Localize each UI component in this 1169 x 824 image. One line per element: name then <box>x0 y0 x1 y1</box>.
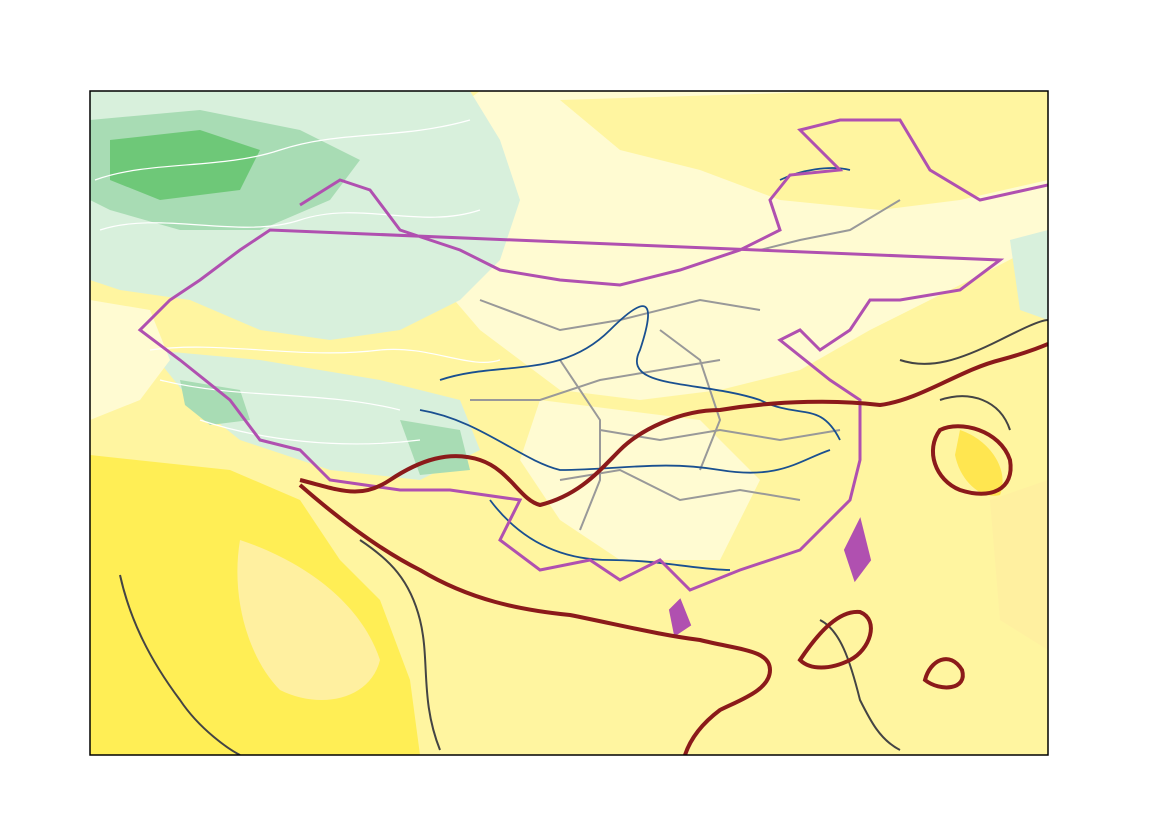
temperature-contour-layer <box>94 119 501 445</box>
hgt-588-contour <box>298 342 1048 755</box>
national-boundary <box>137 118 1048 592</box>
map-fill-layer <box>90 91 1048 755</box>
river-layer <box>419 167 851 571</box>
map-frame <box>89 90 1049 756</box>
coastline-layer <box>119 319 1048 755</box>
